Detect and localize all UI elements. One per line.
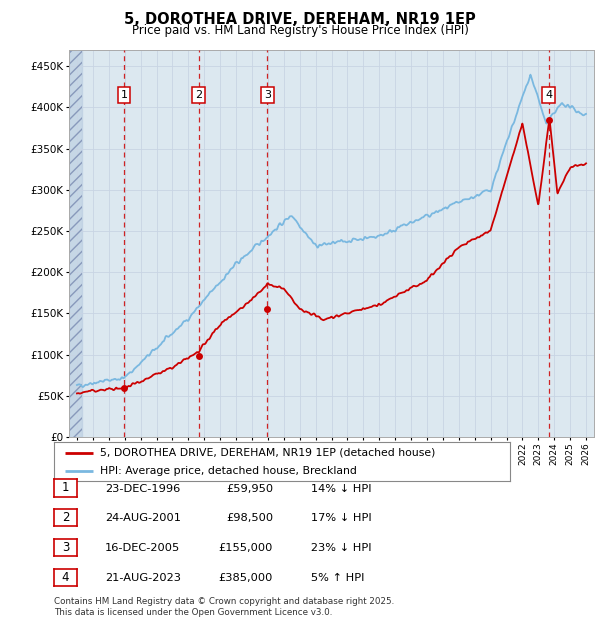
Text: £155,000: £155,000 bbox=[218, 543, 273, 553]
Text: 2: 2 bbox=[62, 512, 69, 524]
Text: 17% ↓ HPI: 17% ↓ HPI bbox=[300, 513, 372, 523]
Text: 3: 3 bbox=[264, 90, 271, 100]
Text: 3: 3 bbox=[62, 541, 69, 554]
Text: 4: 4 bbox=[545, 90, 552, 100]
Bar bbox=[69, 50, 82, 437]
Text: Price paid vs. HM Land Registry's House Price Index (HPI): Price paid vs. HM Land Registry's House … bbox=[131, 24, 469, 37]
Text: HPI: Average price, detached house, Breckland: HPI: Average price, detached house, Brec… bbox=[100, 466, 356, 476]
Text: 23-DEC-1996: 23-DEC-1996 bbox=[105, 484, 180, 494]
Text: £385,000: £385,000 bbox=[218, 573, 273, 583]
Text: 2: 2 bbox=[195, 90, 202, 100]
Bar bbox=[69, 50, 82, 437]
Text: 1: 1 bbox=[62, 482, 69, 494]
Text: 4: 4 bbox=[62, 571, 69, 583]
Text: 14% ↓ HPI: 14% ↓ HPI bbox=[300, 484, 371, 494]
Text: Contains HM Land Registry data © Crown copyright and database right 2025.
This d: Contains HM Land Registry data © Crown c… bbox=[54, 598, 394, 617]
Text: £98,500: £98,500 bbox=[226, 513, 273, 523]
Text: 5, DOROTHEA DRIVE, DEREHAM, NR19 1EP (detached house): 5, DOROTHEA DRIVE, DEREHAM, NR19 1EP (de… bbox=[100, 448, 435, 458]
Text: 23% ↓ HPI: 23% ↓ HPI bbox=[300, 543, 371, 553]
Text: 1: 1 bbox=[121, 90, 128, 100]
Text: 5% ↑ HPI: 5% ↑ HPI bbox=[300, 573, 365, 583]
Text: £59,950: £59,950 bbox=[226, 484, 273, 494]
Text: 21-AUG-2023: 21-AUG-2023 bbox=[105, 573, 181, 583]
Text: 24-AUG-2001: 24-AUG-2001 bbox=[105, 513, 181, 523]
Text: 16-DEC-2005: 16-DEC-2005 bbox=[105, 543, 180, 553]
Text: 5, DOROTHEA DRIVE, DEREHAM, NR19 1EP: 5, DOROTHEA DRIVE, DEREHAM, NR19 1EP bbox=[124, 12, 476, 27]
